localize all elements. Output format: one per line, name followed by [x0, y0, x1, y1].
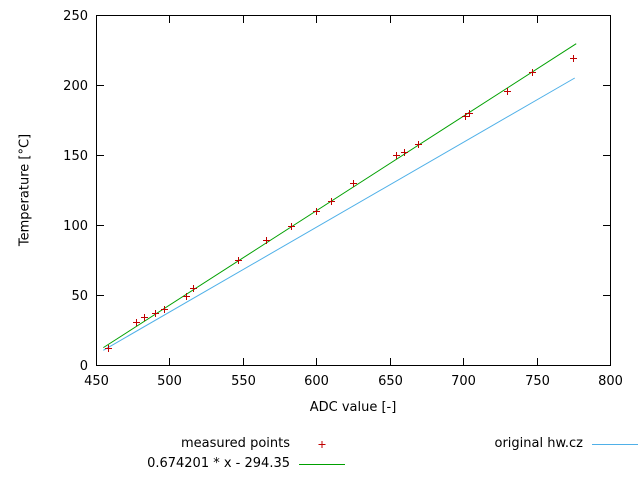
fit-line-sample-icon [299, 463, 345, 465]
legend-entry-fit-line: 0.674201 * x - 294.35 [147, 456, 345, 472]
legend-label-measured: measured points [180, 436, 290, 451]
y-axis-title: Temperature [°C] [17, 133, 33, 247]
x-tick-label: 650 [378, 374, 403, 389]
x-tick-label: 450 [84, 374, 109, 389]
x-axis-title: ADC value [-] [309, 400, 397, 415]
original-line-sample-icon [592, 443, 638, 445]
y-tick-label: 50 [71, 289, 88, 304]
legend-label-original: original hw.cz [494, 436, 583, 451]
x-tick-label: 750 [525, 374, 550, 389]
x-tick-label: 800 [598, 374, 623, 389]
x-tick-label: 700 [451, 374, 476, 389]
series-line-1 [103, 77, 576, 351]
y-tick-label: 100 [63, 219, 88, 234]
x-tick-label: 600 [304, 374, 329, 389]
y-tick-label: 250 [63, 9, 88, 24]
series-line-0 [103, 43, 577, 349]
y-tick-label: 0 [80, 359, 88, 374]
x-tick-label: 500 [157, 374, 182, 389]
legend-label-fit-formula: 0.674201 * x - 294.35 [147, 456, 290, 471]
plus-marker-sample-icon [318, 440, 326, 448]
legend-entry-original: original hw.cz [494, 436, 638, 452]
legend-entry-measured: measured points [181, 436, 345, 452]
x-tick-label: 550 [231, 374, 256, 389]
y-tick-label: 150 [63, 149, 88, 164]
plot-border [96, 15, 611, 366]
y-tick-label: 200 [63, 79, 88, 94]
